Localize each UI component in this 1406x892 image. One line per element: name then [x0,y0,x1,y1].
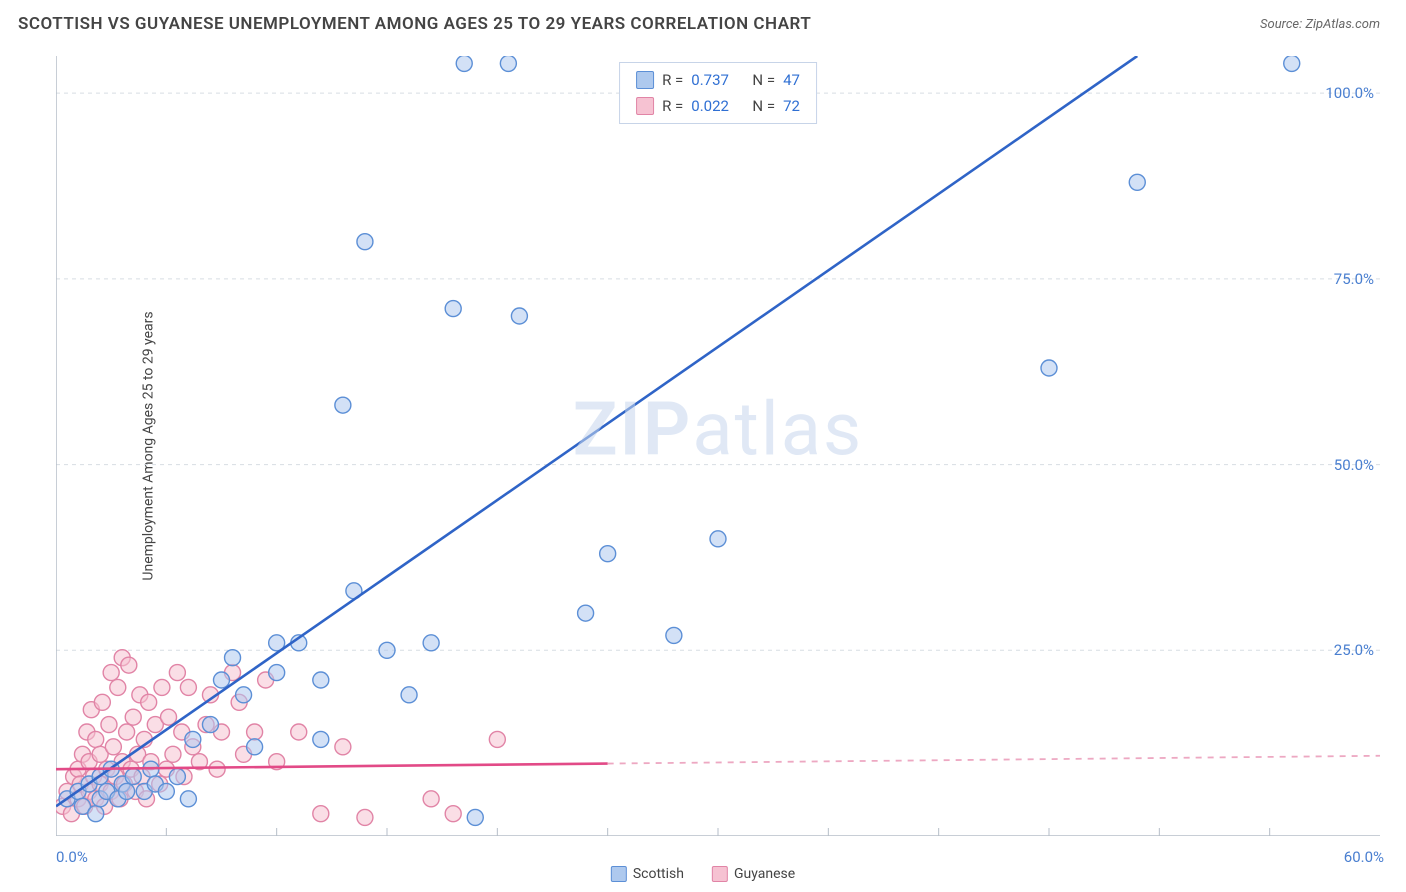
stats-n-scottish: 47 [783,67,800,93]
legend-label-scottish: Scottish [633,866,684,882]
swatch-guyanese-icon [636,97,654,115]
header: SCOTTISH VS GUYANESE UNEMPLOYMENT AMONG … [0,0,1406,38]
stats-r-guyanese: 0.022 [691,93,729,119]
swatch-scottish-icon [636,71,654,89]
source-attribution: Source: ZipAtlas.com [1260,17,1380,32]
x-end-label: 60.0% [1344,848,1384,866]
chart-title: SCOTTISH VS GUYANESE UNEMPLOYMENT AMONG … [18,14,811,34]
bottom-legend: Scottish Guyanese [611,866,795,882]
stats-r-scottish: 0.737 [691,67,729,93]
stats-n-guyanese: 72 [783,93,800,119]
scatter-plot-svg [56,56,1380,836]
legend-label-guyanese: Guyanese [734,866,795,882]
legend-item-guyanese: Guyanese [712,866,795,882]
stats-r-label: R = [662,67,683,93]
legend-swatch-scottish-icon [611,866,627,882]
stats-legend-box: R = 0.737 N = 47 R = 0.022 N = 72 [619,62,817,124]
x-origin-label: 0.0% [56,848,88,866]
stats-row-scottish: R = 0.737 N = 47 [636,67,800,93]
stats-n-label: N = [752,93,775,119]
stats-r-label: R = [662,93,683,119]
stats-n-label: N = [752,67,775,93]
plot-area: 25.0%50.0%75.0%100.0% 0.0% 60.0% R = 0.7… [56,56,1380,836]
chart-container: SCOTTISH VS GUYANESE UNEMPLOYMENT AMONG … [0,0,1406,892]
legend-swatch-guyanese-icon [712,866,728,882]
legend-item-scottish: Scottish [611,866,684,882]
stats-row-guyanese: R = 0.022 N = 72 [636,93,800,119]
